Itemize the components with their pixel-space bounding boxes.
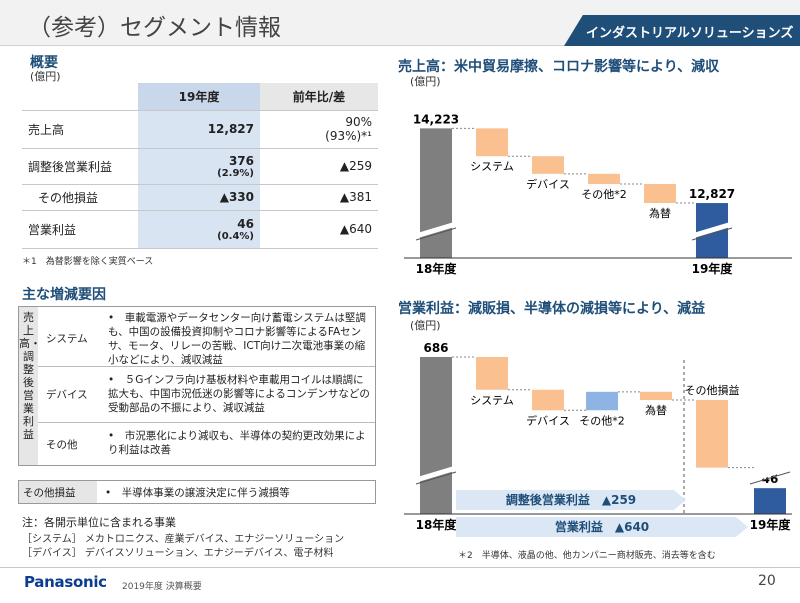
footer-doc: 2019年度 決算概要 [122, 582, 202, 592]
op-arrow-label: 営業利益 ▲640 [555, 519, 649, 534]
row-label: その他損益 [22, 184, 138, 211]
overview-title: 概要 [30, 55, 58, 71]
table-row: 売上高 12,827 90% (93%)*¹ [22, 110, 378, 149]
row-label: 調整後営業利益 [22, 148, 138, 185]
col-header-yoy: 前年比/差 [260, 83, 378, 111]
step-bar [532, 156, 564, 174]
axis-break-line [691, 227, 733, 241]
x-label-start: 18年度 [416, 261, 458, 276]
step-label: 為替 [645, 403, 667, 417]
axis-break [749, 465, 791, 483]
row-value: ▲330 [138, 184, 260, 211]
op-arrow-shape [456, 517, 748, 537]
notes-title: 注：各開示単位に含まれる事業 [22, 516, 176, 529]
sales-chart-title: 売上高：米中貿易摩擦、コロナ影響等により、減収 [398, 59, 720, 75]
other-loss-box: その他損益 • 半導体事業の譲渡決定に伴う減損等 [18, 480, 376, 504]
step-label: デバイス [526, 177, 570, 191]
step-label: その他*2 [579, 414, 625, 427]
other-loss-text: • 半導体事業の譲渡決定に伴う減損等 [105, 487, 290, 499]
step-bar [640, 391, 672, 401]
factor-row: デバイス • ５Gインフラ向け基板材料や車載用コイルは順調に拡大も、中国市況低迷… [38, 367, 375, 423]
sales-chart-unit: (億円) [410, 75, 441, 88]
brand-logo: Panasonic [24, 573, 107, 591]
factor-text: • 市況悪化により減収も、半導体の契約更改効果により利益は改善 [108, 430, 366, 456]
profit-chart-title: 営業利益：減販損、半導体の減損等により、減益 [398, 301, 706, 317]
other-loss-label: その他損益 [19, 481, 97, 503]
factors-table: 売上高・調整後営業利益 システム • 車載電源やデータセンター向け蓄電システムは… [18, 306, 376, 466]
factors-title: 主な増減要因 [22, 287, 106, 303]
row-value: 376 (2.9%) [138, 148, 260, 185]
op-arrow: 営業利益 ▲640 [456, 517, 748, 537]
factor-text: • 車載電源やデータセンター向け蓄電システムは堅調も、中国の設備投資抑制やコロナ… [108, 312, 366, 366]
start-value-label: 14,223 [413, 112, 459, 126]
row-yoy: 90% (93%)*¹ [260, 110, 378, 149]
start-bar [420, 356, 452, 514]
notes-line-2: ［デバイス］ デバイスソリューション、エナジーデバイス、電子材料 [22, 548, 334, 559]
profit-chart-footnote: ＊2 半導体、液晶の他、他カンパニー商材販売、消去等を含む [458, 551, 716, 561]
profit-chart: 686 システム デバイス その他*2 為替 その他損益 46 18年度 19年度 調整後営業利益… [398, 328, 798, 548]
factor-text: • ５Gインフラ向け基板材料や車載用コイルは順調に拡大も、中国市況低迷の影響等に… [108, 374, 370, 414]
factor-category: システム [46, 333, 88, 345]
start-bar [420, 128, 452, 258]
factor-row: システム • 車載電源やデータセンター向け蓄電システムは堅調も、中国の設備投資抑… [38, 307, 375, 367]
row-yoy: ▲381 [260, 184, 378, 211]
table-row: 営業利益 46 (0.4%) ▲640 [22, 210, 378, 249]
step-label: その他*2 [581, 188, 627, 201]
step-label: システム [470, 394, 514, 407]
axis-break [415, 465, 457, 483]
page-number: 20 [758, 573, 776, 589]
row-label: 売上高 [22, 110, 138, 149]
step-bar [586, 391, 618, 411]
factor-category: デバイス [46, 389, 88, 401]
factor-category: その他 [46, 439, 78, 451]
row-yoy: ▲259 [260, 148, 378, 185]
adjusted-op-arrow-shape [456, 490, 686, 510]
axis-break [691, 221, 733, 239]
step-label: 為替 [649, 206, 671, 220]
axis-break-line [749, 471, 791, 485]
table-row: その他損益 ▲330 ▲381 [22, 184, 378, 211]
axis-break-line [415, 227, 457, 241]
adjusted-op-arrow-label: 調整後営業利益 ▲259 [506, 492, 636, 507]
step-bar [476, 356, 508, 390]
start-value-label: 686 [423, 341, 448, 355]
notes-line-1: ［システム］ メカトロニクス、産業デバイス、エナジーソリューション [22, 534, 345, 545]
x-label-end: 19年度 [750, 517, 792, 532]
footer-divider [0, 567, 800, 568]
row-value: 46 (0.4%) [138, 210, 260, 249]
factors-vertical-label: 売上高・調整後営業利益 [19, 307, 41, 465]
adjusted-op-arrow: 調整後営業利益 ▲259 [456, 490, 686, 510]
axis-break [415, 221, 457, 239]
step-label: システム [470, 160, 514, 173]
x-label-end: 19年度 [692, 261, 734, 276]
page-title: （参考）セグメント情報 [28, 15, 281, 41]
step-label: デバイス [526, 413, 570, 427]
row-value: 12,827 [138, 110, 260, 149]
table-row: 調整後営業利益 376 (2.9%) ▲259 [22, 148, 378, 185]
row-label: 営業利益 [22, 210, 138, 249]
x-label-start: 18年度 [416, 517, 458, 532]
row-yoy: ▲640 [260, 210, 378, 249]
sales-chart: 14,223 システム デバイス その他*2 為替 12,827 18年度 19年度 [398, 84, 798, 290]
end-value-label: 12,827 [689, 187, 735, 201]
axis-break-line [415, 471, 457, 485]
step-bar [644, 184, 676, 204]
step-bar [588, 173, 620, 185]
step-label: その他損益 [685, 383, 740, 397]
end-bar [754, 488, 786, 514]
segment-tab: インダストリアルソリューションズ [564, 15, 800, 46]
profit-chart-unit: (億円) [410, 319, 441, 332]
step-bar [696, 400, 728, 468]
factor-row: その他 • 市況悪化により減収も、半導体の契約更改効果により利益は改善 [38, 423, 375, 465]
overview-unit: (億円) [30, 70, 61, 83]
overview-footnote: ＊1 為替影響を除く実質ベース [22, 257, 154, 267]
step-bar [532, 389, 564, 411]
step-bar [476, 128, 508, 157]
overview-table: 19年度 前年比/差 売上高 12,827 90% (93%)*¹ 調整後営業利益… [22, 83, 378, 249]
col-header-year: 19年度 [138, 83, 260, 111]
